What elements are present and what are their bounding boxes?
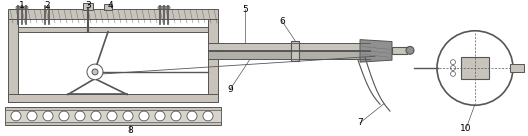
Circle shape	[166, 6, 170, 10]
Circle shape	[87, 64, 103, 80]
Circle shape	[107, 111, 117, 121]
Bar	[461, 57, 489, 79]
Circle shape	[43, 111, 53, 121]
Bar	[208, 19, 218, 102]
Circle shape	[155, 111, 165, 121]
Bar	[104, 4, 112, 10]
Circle shape	[450, 60, 456, 65]
Circle shape	[187, 111, 197, 121]
Text: 6: 6	[279, 16, 285, 26]
Text: 7: 7	[357, 118, 363, 127]
Bar	[83, 3, 93, 10]
Text: 10: 10	[460, 124, 472, 133]
Bar	[392, 47, 407, 54]
Text: 1: 1	[19, 1, 25, 10]
Circle shape	[437, 31, 513, 105]
Circle shape	[162, 6, 166, 10]
Bar	[5, 110, 221, 122]
Circle shape	[139, 111, 149, 121]
Circle shape	[75, 111, 85, 121]
Bar	[291, 41, 299, 61]
Circle shape	[24, 6, 28, 10]
Circle shape	[123, 111, 133, 121]
Text: 5: 5	[242, 5, 248, 14]
Circle shape	[27, 111, 37, 121]
Text: 2: 2	[44, 1, 50, 10]
Circle shape	[92, 69, 98, 75]
Circle shape	[91, 111, 101, 121]
Bar	[18, 27, 208, 32]
Bar	[208, 51, 370, 59]
Bar	[8, 9, 218, 23]
Circle shape	[203, 111, 213, 121]
Circle shape	[158, 6, 162, 10]
Circle shape	[11, 111, 21, 121]
Circle shape	[16, 6, 20, 10]
Polygon shape	[360, 40, 392, 62]
Circle shape	[59, 111, 69, 121]
Circle shape	[450, 71, 456, 76]
Bar	[18, 19, 208, 94]
Circle shape	[171, 111, 181, 121]
Text: 3: 3	[85, 1, 91, 10]
Circle shape	[450, 66, 456, 70]
Bar	[8, 94, 218, 102]
Circle shape	[406, 47, 414, 54]
Bar	[8, 19, 18, 102]
Bar	[510, 64, 524, 72]
Text: 4: 4	[107, 1, 113, 10]
Text: 9: 9	[227, 85, 233, 94]
Bar	[208, 43, 370, 50]
Text: 8: 8	[127, 126, 133, 135]
Bar	[5, 107, 221, 125]
Circle shape	[20, 6, 24, 10]
